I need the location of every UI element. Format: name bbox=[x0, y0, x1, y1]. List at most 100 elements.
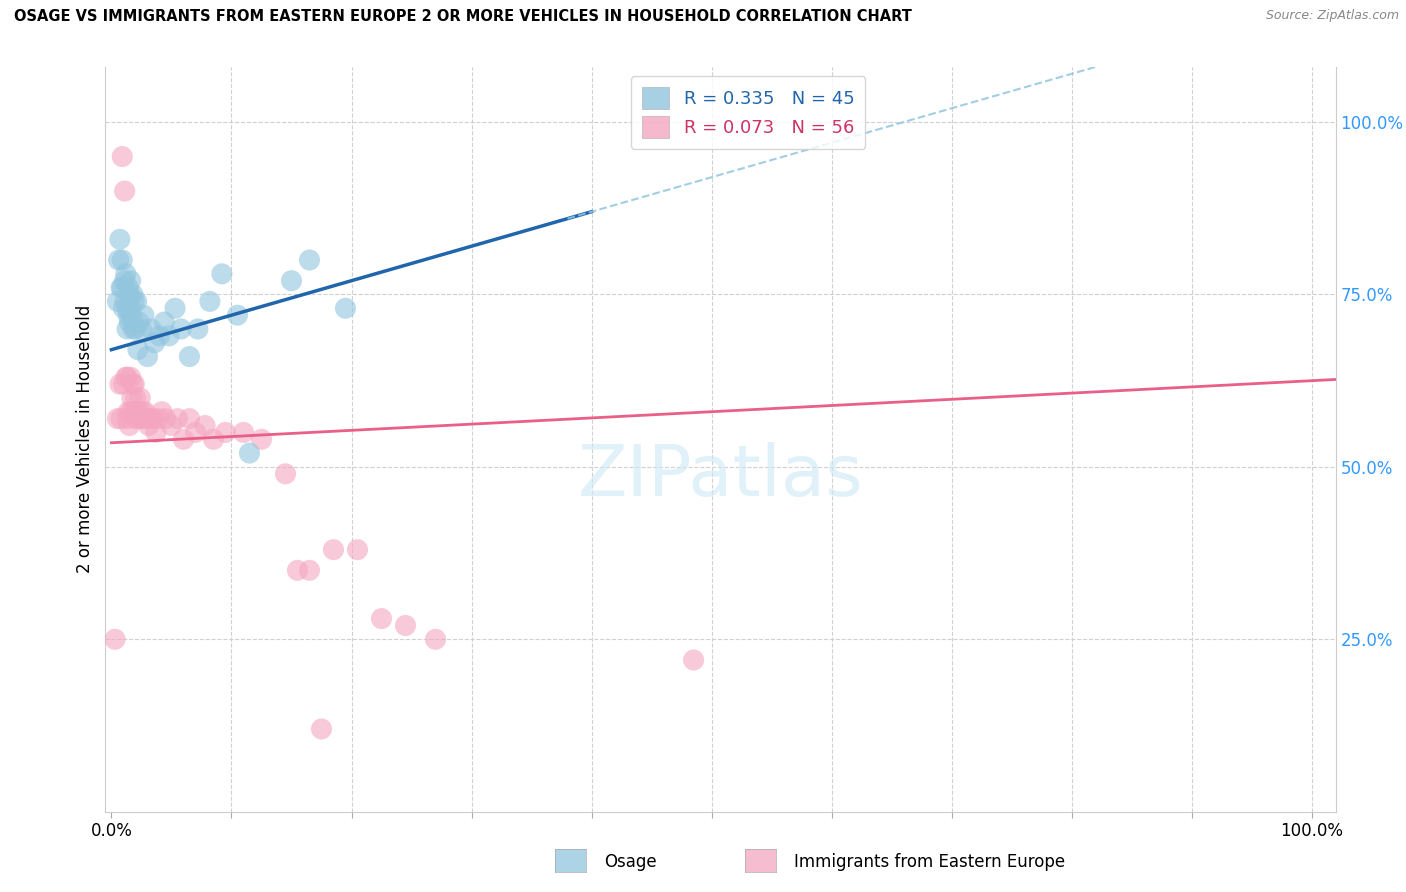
Point bbox=[122, 377, 145, 392]
Point bbox=[117, 308, 139, 322]
Point bbox=[122, 405, 145, 419]
Point bbox=[139, 322, 162, 336]
Point bbox=[114, 184, 136, 198]
Point bbox=[142, 411, 165, 425]
Point bbox=[211, 267, 233, 281]
Point bbox=[682, 653, 704, 667]
Point bbox=[115, 370, 138, 384]
Point bbox=[425, 632, 447, 647]
Point bbox=[122, 322, 145, 336]
Point bbox=[280, 274, 302, 288]
Point bbox=[139, 411, 162, 425]
Point bbox=[155, 411, 177, 425]
Point bbox=[122, 294, 145, 309]
Point bbox=[121, 391, 143, 405]
Point bbox=[112, 377, 135, 392]
Point bbox=[165, 301, 187, 316]
Point bbox=[166, 411, 188, 425]
Point bbox=[250, 433, 273, 447]
Point bbox=[118, 287, 141, 301]
Point bbox=[124, 322, 146, 336]
Point bbox=[184, 425, 207, 440]
Point bbox=[136, 411, 159, 425]
Point bbox=[132, 308, 155, 322]
Point bbox=[122, 287, 145, 301]
Point bbox=[131, 322, 153, 336]
Point bbox=[128, 405, 150, 419]
Point bbox=[179, 411, 201, 425]
Point bbox=[198, 294, 221, 309]
Point bbox=[115, 267, 138, 281]
Point bbox=[104, 632, 127, 647]
Point bbox=[134, 405, 156, 419]
Point bbox=[120, 405, 142, 419]
Point bbox=[131, 411, 153, 425]
Point bbox=[117, 280, 139, 294]
Point bbox=[143, 335, 166, 350]
Point bbox=[108, 232, 131, 246]
Point bbox=[117, 405, 139, 419]
Point bbox=[226, 308, 249, 322]
Point bbox=[120, 370, 142, 384]
Point bbox=[120, 301, 142, 316]
Point bbox=[108, 377, 131, 392]
Point bbox=[148, 329, 170, 343]
Point bbox=[111, 280, 134, 294]
Point bbox=[150, 405, 173, 419]
Legend: R = 0.335   N = 45, R = 0.073   N = 56: R = 0.335 N = 45, R = 0.073 N = 56 bbox=[631, 76, 865, 149]
Point bbox=[125, 294, 148, 309]
Point bbox=[118, 418, 141, 433]
Text: ZIPatlas: ZIPatlas bbox=[578, 442, 863, 511]
Point bbox=[124, 411, 146, 425]
Point bbox=[132, 411, 155, 425]
Point bbox=[107, 294, 129, 309]
Text: Immigrants from Eastern Europe: Immigrants from Eastern Europe bbox=[794, 853, 1066, 871]
Point bbox=[287, 563, 309, 577]
Point bbox=[125, 405, 148, 419]
Point bbox=[138, 418, 160, 433]
Point bbox=[111, 150, 134, 164]
Point bbox=[114, 294, 136, 309]
Point bbox=[121, 308, 143, 322]
Point bbox=[160, 418, 183, 433]
Point bbox=[179, 350, 201, 364]
Point bbox=[114, 274, 136, 288]
Point bbox=[145, 425, 167, 440]
Point bbox=[131, 405, 153, 419]
Point bbox=[172, 433, 194, 447]
Point bbox=[394, 618, 416, 632]
Point bbox=[157, 329, 180, 343]
Point bbox=[127, 343, 149, 357]
Point bbox=[298, 563, 321, 577]
Point bbox=[110, 280, 132, 294]
Text: Source: ZipAtlas.com: Source: ZipAtlas.com bbox=[1265, 9, 1399, 22]
Point bbox=[128, 315, 150, 329]
Point bbox=[124, 391, 146, 405]
Point bbox=[148, 411, 170, 425]
Point bbox=[107, 411, 129, 425]
Point bbox=[370, 612, 392, 626]
Point bbox=[136, 350, 159, 364]
Point bbox=[118, 315, 141, 329]
Point bbox=[127, 411, 149, 425]
Text: OSAGE VS IMMIGRANTS FROM EASTERN EUROPE 2 OR MORE VEHICLES IN HOUSEHOLD CORRELAT: OSAGE VS IMMIGRANTS FROM EASTERN EUROPE … bbox=[14, 9, 912, 24]
Point bbox=[153, 315, 176, 329]
Text: Osage: Osage bbox=[605, 853, 657, 871]
Point bbox=[187, 322, 209, 336]
Point bbox=[214, 425, 236, 440]
Point bbox=[120, 274, 142, 288]
Point bbox=[274, 467, 297, 481]
Point bbox=[122, 377, 145, 392]
Point bbox=[115, 370, 138, 384]
Point bbox=[115, 322, 138, 336]
Y-axis label: 2 or more Vehicles in Household: 2 or more Vehicles in Household bbox=[76, 305, 94, 574]
Point bbox=[346, 542, 368, 557]
Point bbox=[202, 433, 225, 447]
Point bbox=[232, 425, 254, 440]
Point bbox=[311, 722, 333, 736]
Point bbox=[322, 542, 344, 557]
Point bbox=[107, 252, 129, 267]
Point bbox=[298, 252, 321, 267]
Point bbox=[170, 322, 193, 336]
Point bbox=[115, 301, 138, 316]
